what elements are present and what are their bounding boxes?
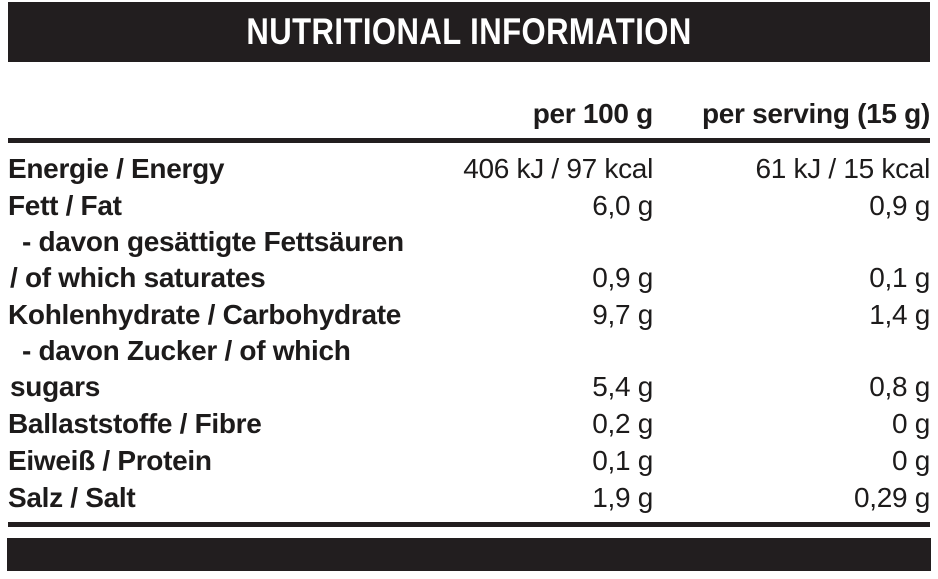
row-value-per-100g: 0,1 g	[592, 445, 653, 476]
table-row: Ballaststoffe / Fibre 0,2 g 0 g	[8, 405, 930, 442]
row-label: Eiweiß / Protein	[8, 445, 212, 476]
row-value-per-100g: 1,9 g	[592, 482, 653, 513]
row-label: Salz / Salt	[8, 482, 136, 513]
row-label-line2: / of which saturates	[10, 262, 266, 293]
divider-top	[8, 138, 930, 143]
footer-bar	[7, 538, 931, 571]
row-value-per-100g: 5,4 g	[592, 371, 653, 402]
row-label-line2: sugars	[10, 371, 101, 402]
row-label: Ballaststoffe / Fibre	[8, 408, 262, 439]
row-label: - davon gesättigte Fettsäuren / of which …	[8, 224, 428, 296]
row-value-per-serving: 0 g	[891, 445, 930, 476]
row-value-per-100g: 0,2 g	[592, 408, 653, 439]
row-value-per-serving: 0,29 g	[853, 482, 930, 513]
table-row: Kohlenhydrate / Carbohydrate 9,7 g 1,4 g	[8, 296, 930, 333]
row-label: Energie / Energy	[8, 153, 225, 184]
table-row: Fett / Fat 6,0 g 0,9 g	[8, 187, 930, 224]
row-value-per-serving: 0,8 g	[869, 371, 930, 402]
page-title: NUTRITIONAL INFORMATION	[246, 11, 692, 52]
row-label: Kohlenhydrate / Carbohydrate	[8, 299, 402, 330]
column-header-per-serving: per serving (15 g)	[701, 98, 930, 129]
table-row: Salz / Salt 1,9 g 0,29 g	[8, 479, 930, 516]
row-value-per-serving: 0 g	[891, 408, 930, 439]
table-body: Energie / Energy 406 kJ / 97 kcal 61 kJ / …	[8, 143, 930, 516]
table-row: - davon gesättigte Fettsäuren / of which …	[8, 224, 930, 296]
row-value-per-100g: 9,7 g	[592, 299, 653, 330]
row-label: - davon Zucker / of which sugars	[8, 333, 428, 405]
table-row: Eiweiß / Protein 0,1 g 0 g	[8, 442, 930, 479]
nutrition-table: per 100 g per serving (15 g) Energie / E…	[8, 62, 930, 527]
row-label: Fett / Fat	[8, 190, 122, 221]
row-value-per-100g: 406 kJ / 97 kcal	[463, 153, 653, 184]
divider-bottom	[8, 522, 930, 527]
row-value-per-serving: 1,4 g	[869, 299, 930, 330]
row-label-line1: - davon Zucker / of which	[22, 335, 351, 366]
row-value-per-100g: 6,0 g	[592, 190, 653, 221]
table-row: Energie / Energy 406 kJ / 97 kcal 61 kJ / …	[8, 150, 930, 187]
column-header-per-100g: per 100 g	[532, 98, 654, 129]
row-value-per-serving: 61 kJ / 15 kcal	[755, 153, 931, 184]
table-header-row: per 100 g per serving (15 g)	[8, 62, 931, 138]
table-row: - davon Zucker / of which sugars 5,4 g 0,8 …	[8, 333, 930, 405]
title-bar: NUTRITIONAL INFORMATION	[8, 2, 930, 62]
row-label-line1: - davon gesättigte Fettsäuren	[22, 226, 404, 257]
row-value-per-100g: 0,9 g	[592, 262, 653, 293]
row-value-per-serving: 0,9 g	[869, 190, 930, 221]
row-value-per-serving: 0,1 g	[869, 262, 930, 293]
